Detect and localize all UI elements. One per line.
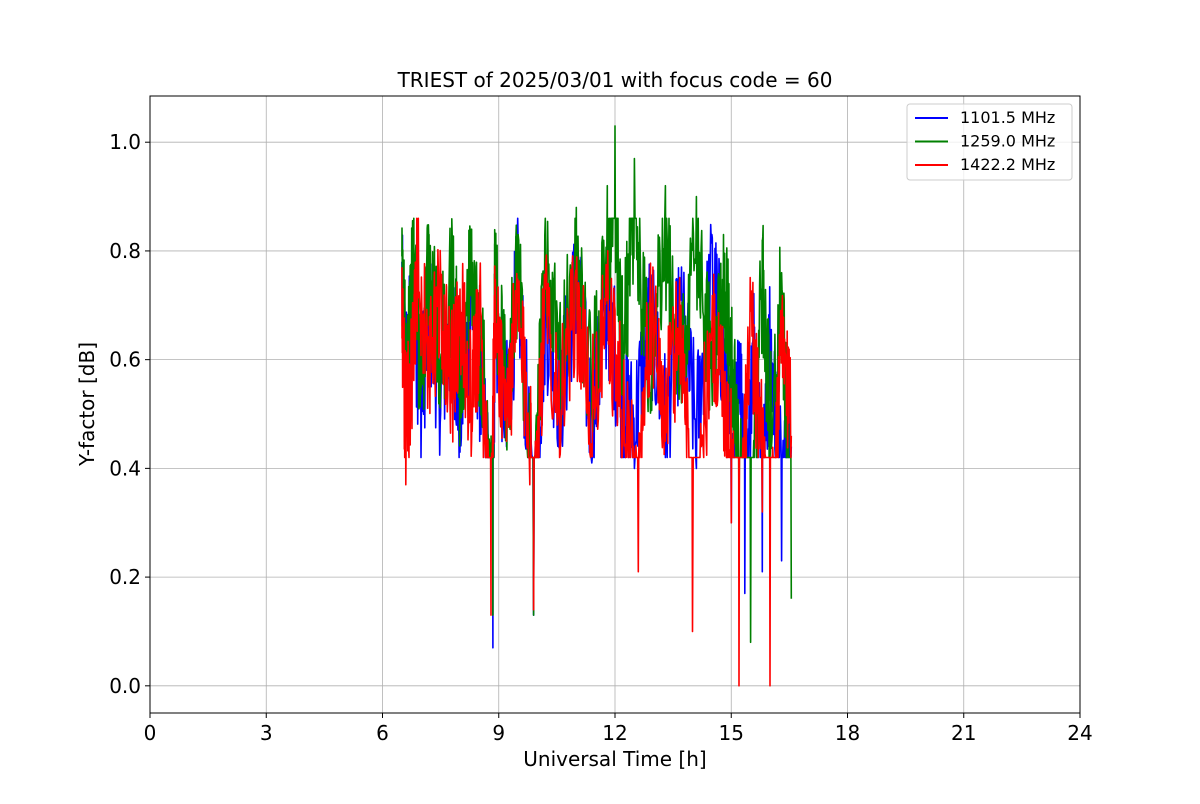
x-tick-label: 9 xyxy=(492,721,505,745)
y-axis-label: Y-factor [dB] xyxy=(75,342,99,467)
series-line-3 xyxy=(401,217,793,687)
x-tick-label: 15 xyxy=(719,721,744,745)
x-axis-label: Universal Time [h] xyxy=(523,747,706,771)
x-tick-label: 6 xyxy=(376,721,389,745)
x-tick-label: 24 xyxy=(1067,721,1092,745)
legend-label: 1422.2 MHz xyxy=(960,155,1055,174)
y-tick-label: 1.0 xyxy=(109,130,141,154)
legend-label: 1259.0 MHz xyxy=(960,132,1055,151)
y-tick-label: 0.0 xyxy=(109,674,141,698)
x-tick-label: 18 xyxy=(835,721,860,745)
legend: 1101.5 MHz 1259.0 MHz 1422.2 MHz xyxy=(906,103,1073,181)
x-tick-label: 3 xyxy=(260,721,273,745)
x-tick-label: 0 xyxy=(144,721,157,745)
y-tick-label: 0.6 xyxy=(109,348,141,372)
x-tick-label: 12 xyxy=(602,721,627,745)
legend-box xyxy=(906,103,1073,181)
y-tick-label: 0.2 xyxy=(109,565,141,589)
y-axis-ticks: 0.0 0.2 0.4 0.6 0.8 1.0 xyxy=(109,130,150,698)
x-tick-label: 21 xyxy=(951,721,976,745)
y-tick-label: 0.8 xyxy=(109,239,141,263)
x-axis-ticks: 0 3 6 9 12 15 18 21 24 xyxy=(144,713,1093,745)
legend-label: 1101.5 MHz xyxy=(960,108,1055,127)
series-group xyxy=(401,125,793,687)
y-tick-label: 0.4 xyxy=(109,456,141,480)
chart-title: TRIEST of 2025/03/01 with focus code = 6… xyxy=(397,68,833,92)
